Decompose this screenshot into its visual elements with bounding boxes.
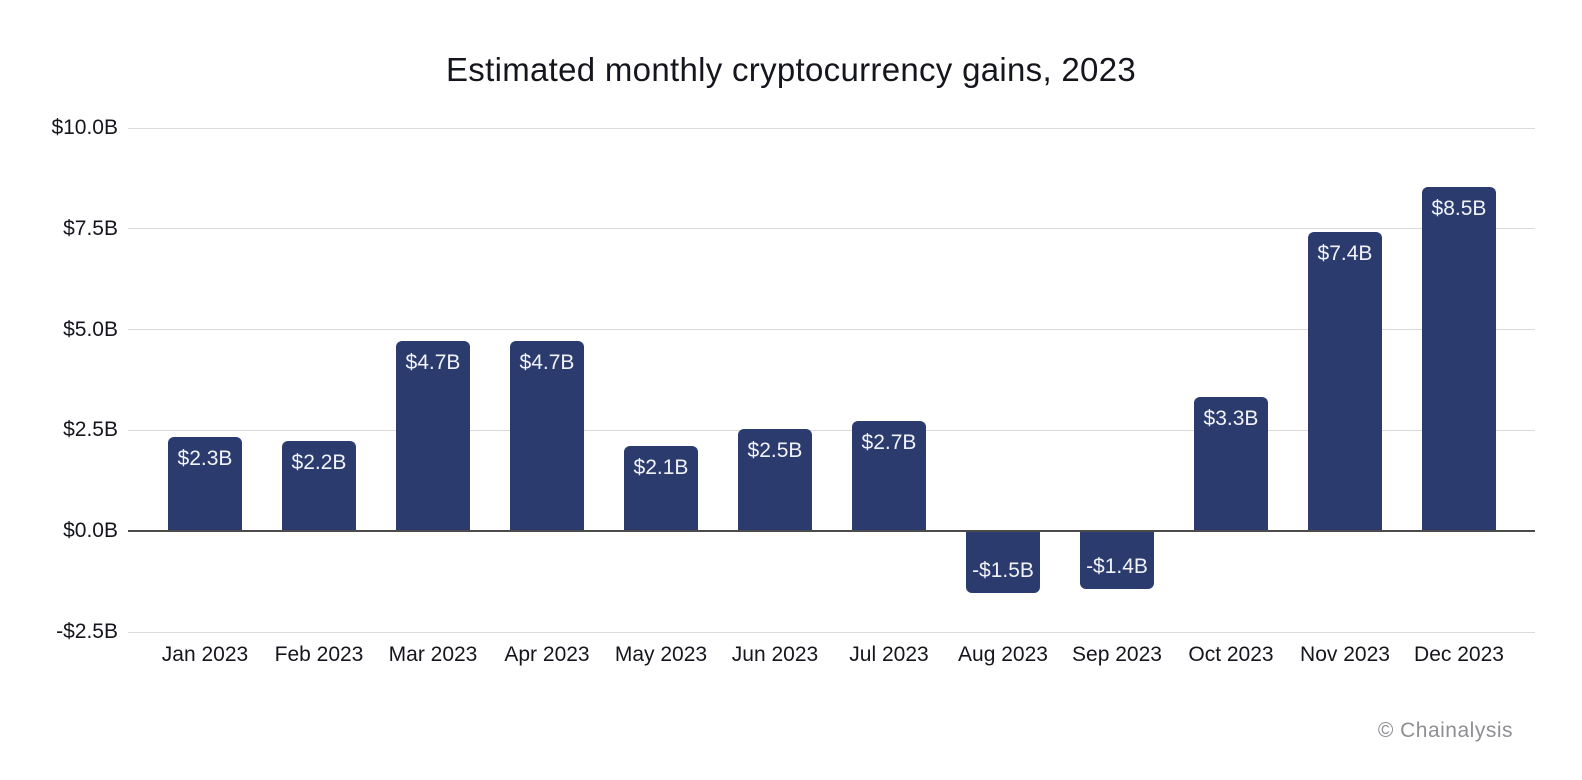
x-axis-tick-label: Mar 2023 (388, 643, 478, 666)
x-axis-tick-label: Jun 2023 (731, 643, 819, 666)
bar-may-2023: $2.1B (624, 445, 698, 531)
attribution-chainalysis: © Chainalysis (1377, 719, 1513, 742)
bar-jan-2023: $2.3B (168, 437, 242, 531)
bar-apr-2023: $4.7B (510, 340, 584, 531)
bar-value-label: $4.7B (519, 350, 575, 374)
bar-value-label: $8.5B (1431, 197, 1487, 221)
bar-value-label: $4.7B (405, 350, 461, 374)
bar-jun-2023: $2.5B (738, 429, 812, 531)
bar-jul-2023: $2.7B (852, 421, 926, 531)
x-axis-tick-label: Sep 2023 (1072, 643, 1162, 666)
grid-line (128, 329, 1535, 331)
bar-value-label: $3.3B (1203, 407, 1259, 431)
x-axis-tick-label: Jul 2023 (849, 643, 929, 666)
y-axis-tick-label: -$2.5B (56, 620, 118, 643)
bar-aug-2023: -$1.5B (966, 532, 1040, 593)
x-axis-tick-label: Oct 2023 (1188, 643, 1274, 666)
bar-feb-2023: $2.2B (282, 441, 356, 531)
chart-title: Estimated monthly cryptocurrency gains, … (445, 51, 1137, 88)
y-axis-tick-label: $7.5B (63, 216, 118, 240)
bar-oct-2023: $3.3B (1194, 397, 1268, 531)
grid-line (128, 228, 1535, 230)
x-axis-tick-label: Apr 2023 (504, 643, 590, 666)
bar-value-label: $2.2B (291, 451, 347, 475)
grid-line (128, 127, 1535, 129)
grid-line (128, 631, 1535, 633)
bar-mar-2023: $4.7B (396, 340, 470, 531)
x-axis-tick-label: Feb 2023 (274, 643, 364, 666)
bar-value-label: -$1.5B (972, 558, 1034, 582)
zero-axis-line (128, 530, 1535, 533)
y-axis-tick-label: $2.5B (63, 418, 118, 442)
x-axis-tick-label: Aug 2023 (958, 643, 1048, 666)
bar-value-label: -$1.4B (1086, 554, 1148, 578)
bar-value-label: $2.3B (177, 447, 233, 471)
x-axis-tick-label: Nov 2023 (1300, 643, 1390, 666)
bar-value-label: $2.1B (633, 455, 689, 479)
bar-sep-2023: -$1.4B (1080, 532, 1154, 589)
x-axis-tick-label: May 2023 (614, 643, 708, 666)
bar-value-label: $2.7B (861, 431, 917, 455)
bar-dec-2023: $8.5B (1422, 187, 1496, 531)
grid-line (128, 429, 1535, 431)
bar-value-label: $2.5B (747, 439, 803, 463)
x-axis-tick-label: Dec 2023 (1414, 643, 1504, 666)
y-axis-tick-label: $5.0B (63, 317, 118, 341)
y-axis-tick-label: $10.0B (51, 116, 118, 139)
bar-value-label: $7.4B (1317, 241, 1373, 265)
y-axis-tick-label: $0.0B (63, 519, 118, 543)
x-axis-tick-label: Jan 2023 (161, 643, 249, 666)
bar-nov-2023: $7.4B (1308, 231, 1382, 531)
